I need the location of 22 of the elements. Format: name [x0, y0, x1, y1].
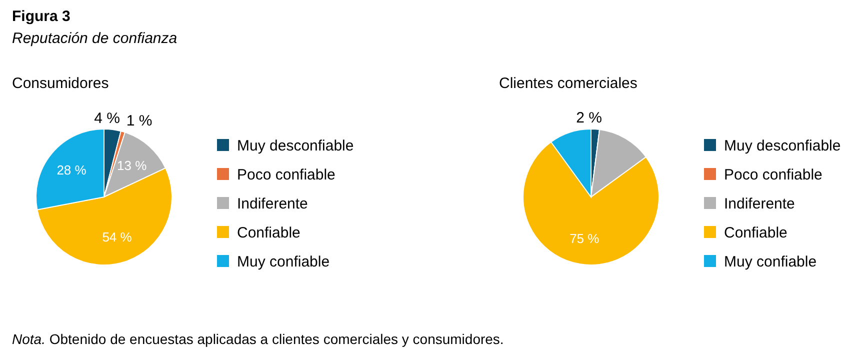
legend-label: Confiable [237, 224, 300, 242]
data-label: 4 % [94, 110, 120, 127]
text: Reputación de confianza [12, 30, 178, 47]
legend-label: Confiable [724, 224, 788, 242]
chart-title: Clientes comerciales [499, 75, 638, 92]
legend-label: Poco confiable [724, 166, 822, 184]
legend-label: Indiferente [237, 195, 308, 212]
chart-title: Consumidores [12, 75, 109, 92]
data-label: 28 % [56, 162, 87, 178]
legend-label: Muy desconfiable [724, 137, 841, 154]
legend-label: Poco confiable [237, 166, 336, 184]
text: Figura 3 [12, 8, 70, 25]
legend-label: Muy confiable [237, 253, 330, 270]
data-label: 2 % [576, 109, 602, 126]
legend-label: Muy confiable [724, 253, 817, 270]
legend-label: Indiferente [724, 195, 795, 212]
data-label: 13 % [117, 158, 148, 173]
data-label: 1 % [126, 112, 152, 130]
text: Nota. Obtenido de encuestas aplicadas a clientes comerciales y consumidores. [12, 331, 504, 347]
legend-label: Muy desconfiable [237, 137, 354, 154]
data-label: 54 % [102, 230, 132, 245]
data-label: 75 % [570, 231, 600, 246]
